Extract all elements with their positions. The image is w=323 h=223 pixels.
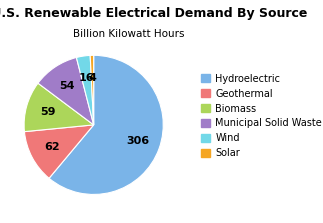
Wedge shape	[49, 55, 163, 194]
Wedge shape	[25, 125, 94, 178]
Text: 59: 59	[40, 107, 56, 117]
Text: 2010 U.S. Renewable Electrical Demand By Source: 2010 U.S. Renewable Electrical Demand By…	[0, 7, 307, 20]
Text: Billion Kilowatt Hours: Billion Kilowatt Hours	[73, 29, 185, 39]
Text: 54: 54	[60, 81, 75, 91]
Wedge shape	[77, 55, 94, 125]
Wedge shape	[38, 58, 94, 125]
Text: 16: 16	[79, 73, 94, 83]
Wedge shape	[24, 83, 94, 132]
Legend: Hydroelectric, Geothermal, Biomass, Municipal Solid Waste, Wind, Solar: Hydroelectric, Geothermal, Biomass, Muni…	[199, 72, 323, 160]
Text: 4: 4	[89, 72, 97, 83]
Wedge shape	[90, 55, 94, 125]
Text: 62: 62	[44, 142, 60, 152]
Text: 306: 306	[127, 136, 150, 146]
